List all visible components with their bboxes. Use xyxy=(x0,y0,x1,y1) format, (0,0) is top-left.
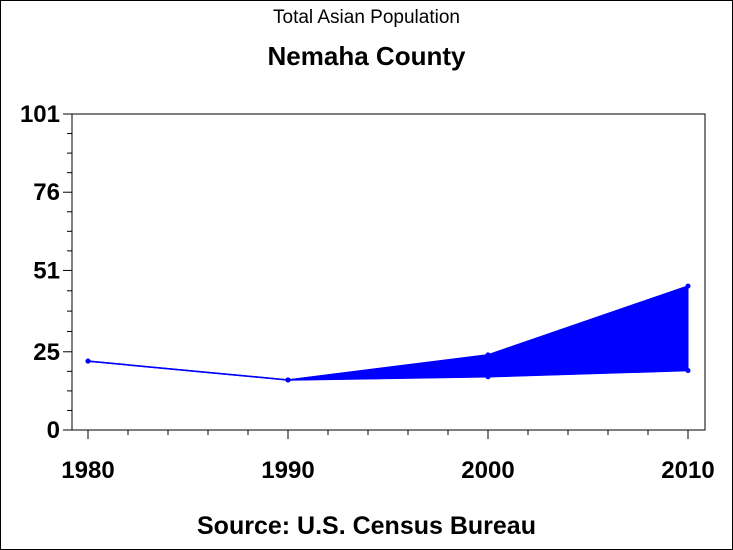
series-2-line xyxy=(87,360,689,381)
y-tick-label: 51 xyxy=(33,257,60,284)
area-band xyxy=(287,285,689,381)
plot-area xyxy=(71,113,706,431)
y-tick-label: 25 xyxy=(33,339,60,366)
series-2-point xyxy=(485,374,491,380)
chart-title: Total Asian Population xyxy=(273,7,460,28)
series-2-point xyxy=(285,377,291,383)
y-tick-label: 0 xyxy=(47,417,60,444)
y-tick-label: 76 xyxy=(33,179,60,206)
x-tick-label: 1980 xyxy=(61,457,114,484)
chart-subtitle: Nemaha County xyxy=(267,41,466,71)
series-2-point xyxy=(85,358,91,364)
x-tick-label: 1990 xyxy=(261,457,314,484)
y-tick-label: 101 xyxy=(20,101,60,128)
x-tick-label: 2000 xyxy=(461,457,514,484)
chart-source: Source: U.S. Census Bureau xyxy=(197,512,536,540)
series-1-point xyxy=(485,352,491,358)
x-tick-label: 2010 xyxy=(661,457,714,484)
series-1-point xyxy=(685,283,691,289)
series-2-point xyxy=(685,368,691,374)
